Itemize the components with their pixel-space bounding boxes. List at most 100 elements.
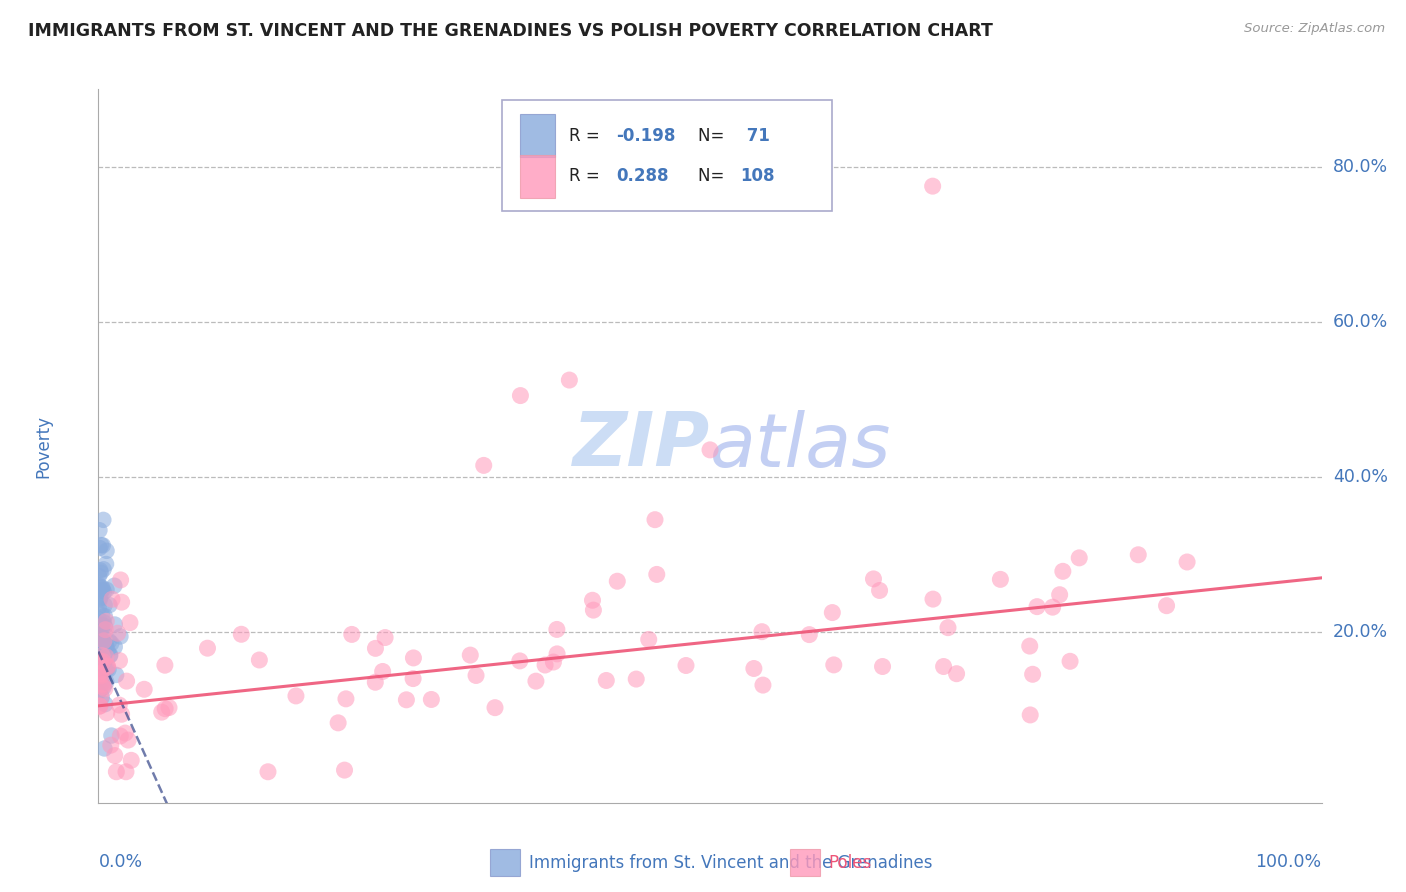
Point — [626, 672, 648, 686]
Text: N=: N= — [697, 168, 730, 186]
Point — [89, 666, 111, 681]
Point — [1026, 599, 1049, 614]
Point — [90, 641, 112, 656]
Point — [105, 668, 128, 682]
Point — [104, 640, 127, 654]
Point — [333, 763, 356, 777]
Point — [1019, 708, 1042, 723]
Point — [89, 541, 111, 555]
Point — [117, 733, 139, 747]
Point — [93, 635, 115, 649]
Point — [94, 662, 117, 676]
Point — [110, 729, 132, 743]
Point — [326, 715, 349, 730]
FancyBboxPatch shape — [502, 100, 832, 211]
Point — [91, 675, 114, 690]
Point — [100, 738, 122, 752]
Bar — [489, 849, 520, 876]
Point — [115, 764, 138, 779]
Point — [91, 655, 114, 669]
Text: Immigrants from St. Vincent and the Grenadines: Immigrants from St. Vincent and the Gren… — [529, 854, 932, 871]
Text: 60.0%: 60.0% — [1333, 313, 1388, 331]
Point — [89, 624, 111, 638]
Point — [91, 648, 114, 663]
Point — [752, 678, 775, 692]
Point — [90, 621, 112, 635]
Point — [922, 592, 945, 607]
Point — [97, 644, 120, 658]
Point — [936, 621, 959, 635]
Point — [91, 645, 114, 659]
Point — [150, 705, 173, 719]
Point — [103, 579, 125, 593]
Text: -0.198: -0.198 — [616, 127, 675, 145]
Point — [89, 624, 111, 639]
Point — [153, 701, 176, 715]
Point — [89, 563, 111, 577]
Point — [945, 666, 967, 681]
Point — [1128, 548, 1150, 562]
Point — [823, 657, 845, 672]
Text: R =: R = — [569, 168, 610, 186]
Point — [472, 458, 495, 473]
Point — [98, 648, 121, 663]
Point — [94, 627, 117, 641]
Point — [921, 179, 943, 194]
Point — [94, 623, 117, 637]
Point — [90, 667, 112, 681]
Point — [94, 681, 117, 696]
Point — [465, 668, 488, 682]
Point — [97, 660, 120, 674]
Point — [582, 603, 605, 617]
Point — [108, 698, 131, 712]
Point — [98, 598, 121, 612]
Point — [87, 578, 110, 592]
Point — [110, 630, 132, 644]
Point — [111, 595, 134, 609]
Point — [335, 691, 357, 706]
Point — [543, 655, 565, 669]
Point — [1059, 654, 1081, 668]
Point — [340, 627, 363, 641]
Text: R =: R = — [569, 127, 606, 145]
Text: Source: ZipAtlas.com: Source: ZipAtlas.com — [1244, 22, 1385, 36]
Bar — [790, 849, 820, 876]
Point — [637, 632, 659, 647]
Point — [90, 583, 112, 598]
Point — [96, 659, 118, 673]
Point — [89, 591, 111, 605]
Point — [96, 639, 118, 653]
Point — [89, 618, 111, 632]
Point — [197, 641, 219, 656]
Point — [93, 633, 115, 648]
Point — [90, 690, 112, 704]
Point — [96, 675, 118, 690]
Point — [869, 583, 891, 598]
Point — [96, 662, 118, 676]
Point — [93, 609, 115, 624]
Point — [118, 615, 141, 630]
Point — [115, 674, 138, 689]
Text: 100.0%: 100.0% — [1256, 853, 1322, 871]
Point — [90, 538, 112, 552]
Point — [93, 741, 115, 756]
Point — [595, 673, 617, 688]
Point — [100, 636, 122, 650]
Point — [91, 582, 114, 597]
Point — [524, 674, 547, 689]
Point — [91, 581, 114, 595]
Point — [742, 661, 765, 675]
Point — [101, 592, 124, 607]
Point — [91, 538, 114, 552]
Point — [90, 638, 112, 652]
Point — [91, 680, 114, 694]
Point — [675, 658, 697, 673]
Point — [89, 682, 111, 697]
Point — [799, 627, 821, 641]
Point — [157, 700, 180, 714]
Point — [89, 665, 111, 679]
Text: atlas: atlas — [710, 410, 891, 482]
Point — [509, 654, 531, 668]
Point — [91, 677, 114, 691]
Point — [96, 615, 118, 629]
